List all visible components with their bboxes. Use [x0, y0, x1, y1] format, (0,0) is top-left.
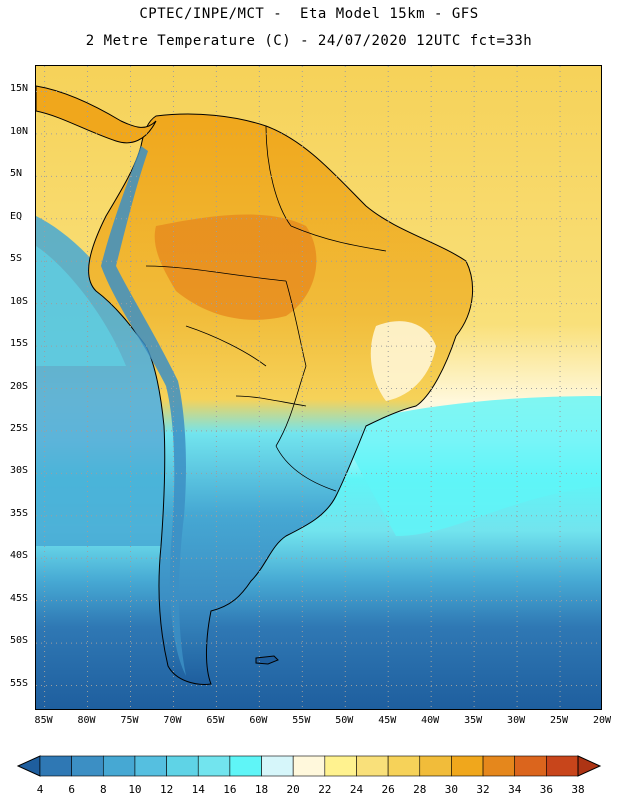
latitude-tick-label: 20S: [10, 380, 29, 392]
latitude-tick-label: 10N: [10, 125, 29, 137]
latitude-tick-label: 40S: [10, 550, 29, 562]
longitude-tick-label: 50W: [335, 715, 354, 726]
colorbar-high-arrow: [577, 755, 602, 777]
latitude-tick-label: EQ: [10, 210, 23, 222]
latitude-tick-label: 45S: [10, 592, 29, 604]
temperature-map: [35, 65, 602, 710]
colorbar-tick-label: 38: [571, 783, 585, 796]
colorbar-tick-label: 28: [413, 783, 427, 796]
latitude-tick-label: 5N: [10, 168, 23, 180]
latitude-tick-label: 5S: [10, 253, 23, 265]
colorbar-segment: [546, 755, 579, 777]
andes-cold-ridge: [101, 146, 186, 676]
colorbar-segment: [419, 755, 452, 777]
colorbar-segment: [166, 755, 199, 777]
latitude-tick-label: 50S: [10, 635, 29, 647]
longitude-tick-label: 60W: [249, 715, 268, 726]
longitude-tick-label: 35W: [464, 715, 483, 726]
colorbar-segment: [39, 755, 72, 777]
colorbar-tick-label: 16: [223, 783, 237, 796]
map-title-field: 2 Metre Temperature (C) - 24/07/2020 12U…: [85, 33, 533, 49]
colorbar-segment: [229, 755, 262, 777]
central-america-land: [36, 85, 157, 144]
colorbar-segment: [514, 755, 547, 777]
colorbar-segment: [292, 755, 326, 777]
colorbar-tick-label: 30: [444, 783, 459, 796]
colorbar-tick-label: 12: [159, 783, 174, 796]
longitude-tick-label: 85W: [34, 715, 53, 726]
colorbar-segment: [102, 755, 136, 777]
latitude-tick-label: 35S: [10, 507, 29, 519]
latitude-tick-label: 25S: [10, 422, 29, 434]
colorbar-tick-label: 10: [128, 783, 142, 796]
latitude-tick-label: 10S: [10, 295, 29, 307]
longitude-tick-label: 40W: [421, 715, 440, 726]
latitude-tick-label: 55S: [10, 677, 29, 689]
colorbar-tick-label: 20: [286, 783, 300, 796]
color-scale-bar: [16, 755, 602, 777]
colorbar-tick-label: 4: [36, 783, 44, 796]
latitude-tick-label: 15S: [10, 338, 29, 350]
longitude-tick-label: 30W: [507, 715, 526, 726]
colorbar-segment: [356, 755, 389, 777]
amazon-hot-core: [154, 214, 317, 320]
colorbar-tick-label: 8: [99, 783, 107, 796]
country-borders: [145, 125, 387, 492]
brazil-highlands-patch: [370, 321, 436, 401]
longitude-tick-label: 45W: [378, 715, 397, 726]
longitude-tick-label: 75W: [120, 715, 139, 726]
colorbar-tick-label: 36: [539, 783, 553, 796]
colorbar-segment: [324, 755, 357, 777]
pacific-cool-band: [36, 246, 126, 366]
colorbar-tick-label: 34: [508, 783, 522, 796]
colorbar-segment: [387, 755, 421, 777]
colorbar-low-arrow: [16, 755, 41, 777]
colorbar-tick-label: 24: [349, 783, 364, 796]
longitude-tick-label: 25W: [550, 715, 569, 726]
longitude-tick-label: 70W: [163, 715, 182, 726]
latitude-tick-label: 15N: [10, 83, 29, 95]
latitude-tick-label: 30S: [10, 465, 29, 477]
atlantic-cool-band: [336, 396, 601, 536]
colorbar-segment: [451, 755, 484, 777]
colorbar-tick-label: 14: [191, 783, 205, 796]
longitude-tick-label: 55W: [292, 715, 311, 726]
colorbar-segment: [134, 755, 167, 777]
colorbar-tick-label: 6: [68, 783, 75, 796]
longitude-tick-label: 20W: [592, 715, 612, 726]
longitude-tick-label: 80W: [77, 715, 96, 726]
colorbar-tick-label: 32: [476, 783, 490, 796]
falkland-islands: [255, 655, 279, 665]
colorbar-tick-label: 22: [318, 783, 332, 796]
map-title-source: CPTEC/INPE/MCT - Eta Model 15km - GFS: [139, 6, 479, 22]
colorbar-tick-label: 18: [254, 783, 269, 796]
colorbar-segment: [71, 755, 104, 777]
longitude-tick-label: 65W: [206, 715, 225, 726]
colorbar-segment: [197, 755, 231, 777]
colorbar-segment: [482, 755, 516, 777]
colorbar-segment: [261, 755, 294, 777]
colorbar-tick-label: 26: [381, 783, 395, 796]
